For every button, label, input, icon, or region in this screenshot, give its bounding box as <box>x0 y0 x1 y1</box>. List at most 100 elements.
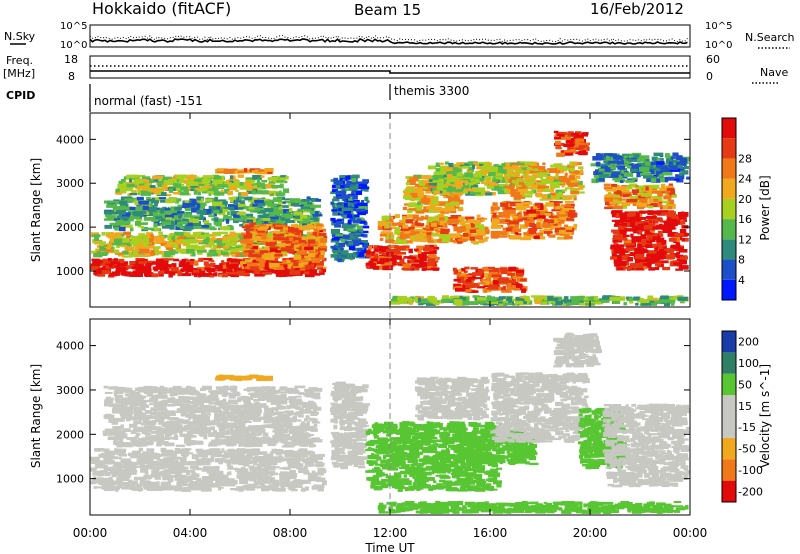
heatmap-cell <box>421 175 431 180</box>
heatmap-cell <box>308 206 316 208</box>
heatmap-cell <box>652 226 661 230</box>
heatmap-cell <box>655 262 661 267</box>
heatmap-cell <box>300 242 305 247</box>
heatmap-cell <box>555 131 563 135</box>
heatmap-cell <box>94 240 98 245</box>
heatmap-cell <box>192 269 200 273</box>
heatmap-cell <box>518 184 522 187</box>
heatmap-cell <box>526 209 536 214</box>
heatmap-cell <box>233 183 241 189</box>
heatmap-cell <box>262 200 271 206</box>
heatmap-cell <box>195 176 200 179</box>
heatmap-cell <box>497 233 508 238</box>
heatmap-cell <box>488 181 499 186</box>
heatmap-cell <box>560 177 571 183</box>
heatmap-cell <box>648 189 652 195</box>
heatmap-cell <box>600 166 605 171</box>
heatmap-cell <box>449 201 460 206</box>
heatmap-cell <box>675 164 684 169</box>
heatmap-cell <box>118 187 122 192</box>
heatmap-cell <box>562 189 567 192</box>
heatmap-cell <box>522 205 530 209</box>
heatmap-cell <box>239 182 244 186</box>
heatmap-cell <box>470 267 478 270</box>
heatmap-cell <box>515 205 525 211</box>
heatmap-cell <box>481 162 492 167</box>
heatmap-cell <box>549 223 558 226</box>
heatmap-cell <box>170 243 179 249</box>
heatmap-cell <box>318 247 327 250</box>
heatmap-cell <box>99 464 108 468</box>
heatmap-cell <box>212 176 222 180</box>
heatmap-cell <box>308 250 314 254</box>
heatmap-cell <box>649 302 657 306</box>
heatmap-cell <box>565 187 571 190</box>
heatmap-cell <box>496 207 501 210</box>
heatmap-cell <box>396 239 407 244</box>
heatmap-cell <box>173 192 183 195</box>
heatmap-cell <box>411 265 415 268</box>
heatmap-cell <box>533 168 539 172</box>
heatmap-cell <box>256 178 261 183</box>
heatmap-cell <box>199 214 204 218</box>
heatmap-cell <box>258 190 269 194</box>
heatmap-cell <box>409 188 414 193</box>
heatmap-cell <box>464 266 470 270</box>
heatmap-cell <box>430 216 439 221</box>
heatmap-cell <box>498 303 504 306</box>
heatmap-cell <box>222 264 227 269</box>
heatmap-cell <box>524 162 534 165</box>
heatmap-cell <box>114 218 121 221</box>
heatmap-cell <box>681 170 689 175</box>
heatmap-cell <box>613 190 624 195</box>
heatmap-cell <box>335 242 339 247</box>
heatmap-cell <box>621 236 626 239</box>
heatmap-cell <box>402 206 408 211</box>
heatmap-cell <box>488 166 498 171</box>
heatmap-cell <box>519 295 527 299</box>
heatmap-cell <box>297 208 305 212</box>
heatmap-cell <box>472 283 480 288</box>
heatmap-cell <box>147 451 155 456</box>
heatmap-cell <box>612 165 623 168</box>
heatmap-cell <box>480 181 487 184</box>
heatmap-cell <box>455 287 466 292</box>
heatmap-cell <box>601 296 610 300</box>
heatmap-cell <box>194 260 199 265</box>
heatmap-cell <box>130 472 137 475</box>
heatmap-cell <box>354 204 359 208</box>
heatmap-cell <box>97 260 104 264</box>
heatmap-cell <box>140 211 147 215</box>
heatmap-cell <box>485 276 492 282</box>
heatmap-cell <box>608 153 617 157</box>
heatmap-cell <box>180 221 188 225</box>
heatmap-cell <box>213 220 219 225</box>
heatmap-cell <box>624 243 635 246</box>
heatmap-cell <box>347 235 355 241</box>
heatmap-cell <box>349 202 357 206</box>
heatmap-cell <box>211 217 216 221</box>
heatmap-cell <box>118 258 125 263</box>
heatmap-cell <box>510 298 520 302</box>
heatmap-cell <box>647 295 654 300</box>
cpid-panel: CPID normal (fast) -151 themis 3300 <box>6 84 469 112</box>
heatmap-cell <box>380 256 384 259</box>
heatmap-cell <box>679 220 686 225</box>
heatmap-cell <box>656 224 666 228</box>
heatmap-cell <box>256 230 265 233</box>
heatmap-cell <box>534 236 546 240</box>
heatmap-cell <box>253 270 261 274</box>
heatmap-cell <box>256 186 262 190</box>
heatmap-cell <box>654 267 660 270</box>
heatmap-cell <box>469 229 477 233</box>
heatmap-cell <box>286 270 293 273</box>
heatmap-cell <box>299 236 308 242</box>
heatmap-cell <box>304 273 315 278</box>
heatmap-cell <box>451 164 458 168</box>
heatmap-cell <box>433 171 444 176</box>
heatmap-cell <box>520 163 526 168</box>
heatmap-cell <box>638 265 648 270</box>
heatmap-cell <box>101 270 111 275</box>
heatmap-cell <box>611 252 617 257</box>
heatmap-cell <box>158 240 166 243</box>
